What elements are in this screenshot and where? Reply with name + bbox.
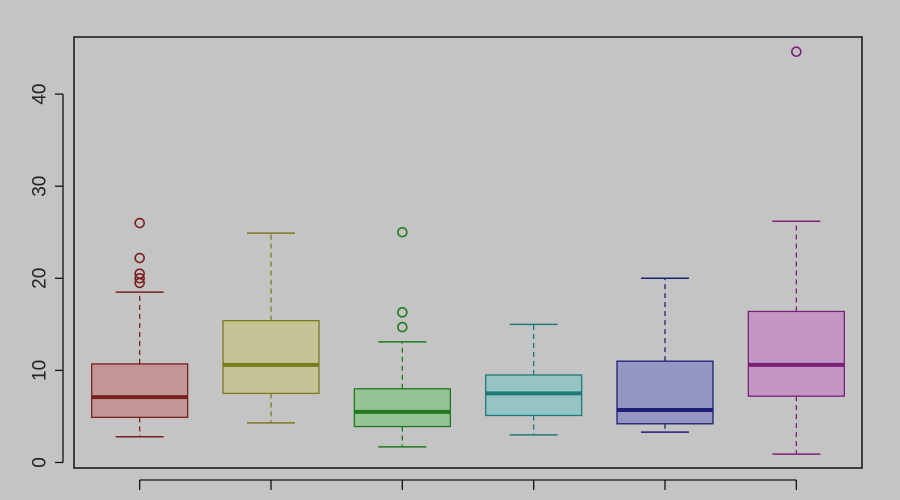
outlier-point bbox=[397, 307, 408, 318]
y-tick-label: 10 bbox=[30, 360, 51, 381]
outlier-point bbox=[134, 252, 145, 264]
outlier-point bbox=[397, 226, 408, 238]
y-tick-label: 20 bbox=[30, 268, 51, 289]
plot-frame bbox=[73, 36, 863, 469]
y-tick-label: 40 bbox=[30, 84, 51, 105]
outlier-point bbox=[397, 321, 408, 333]
y-tick-label: 0 bbox=[30, 457, 51, 468]
outlier-point bbox=[134, 268, 145, 279]
box bbox=[747, 310, 845, 397]
outlier-point bbox=[134, 217, 145, 229]
box bbox=[91, 363, 189, 418]
box bbox=[616, 360, 714, 425]
y-tick-label: 30 bbox=[30, 176, 51, 197]
outlier-point bbox=[134, 272, 145, 284]
outlier-point bbox=[791, 46, 802, 58]
box bbox=[222, 319, 320, 395]
box bbox=[353, 388, 451, 428]
